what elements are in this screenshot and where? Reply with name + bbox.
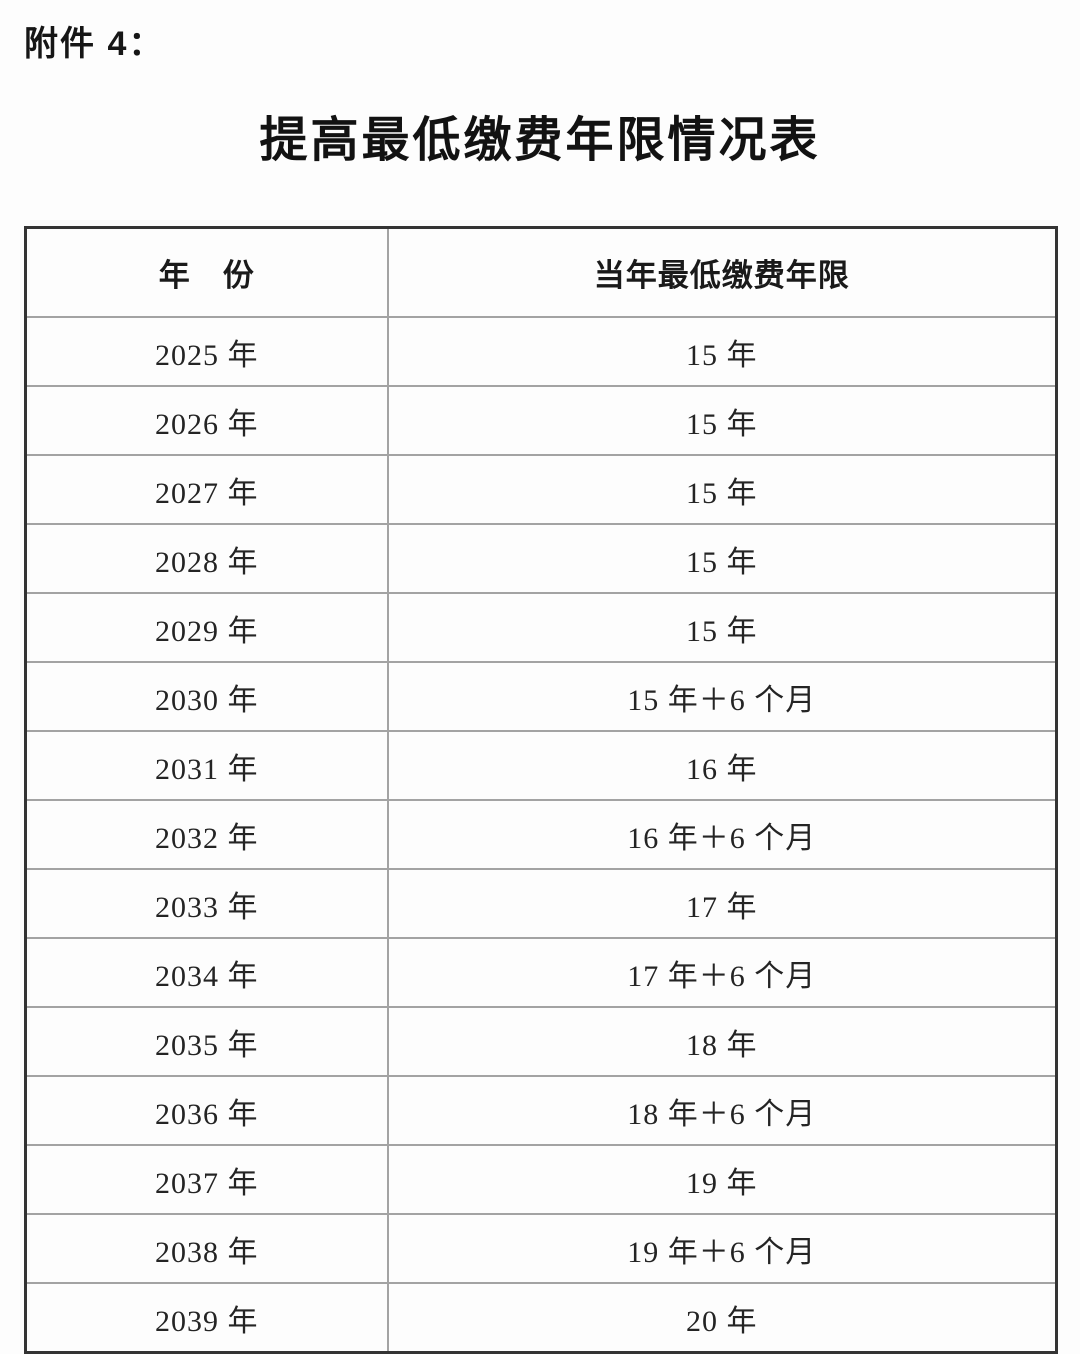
min-years-cell: 15 年 <box>386 454 1058 525</box>
attachment-label: 附件 4： <box>24 25 165 63</box>
min-years-cell: 18 年 <box>386 1006 1058 1077</box>
year-cell: 2029 年 <box>24 592 389 663</box>
column-header-min-years: 当年最低缴费年限 <box>386 226 1058 318</box>
table-row: 2034 年 17 年＋6 个月 <box>24 937 1058 1008</box>
year-cell: 2036 年 <box>24 1075 389 1146</box>
page-title: 提高最低缴费年限情况表 <box>259 114 821 167</box>
min-years-cell: 15 年 <box>386 316 1058 387</box>
column-header-year: 年 份 <box>24 226 389 318</box>
table-row: 2038 年 19 年＋6 个月 <box>24 1213 1058 1284</box>
table-row: 2036 年 18 年＋6 个月 <box>24 1075 1058 1146</box>
year-cell: 2028 年 <box>24 523 389 594</box>
min-years-cell: 15 年 <box>386 592 1058 663</box>
min-years-cell: 20 年 <box>386 1282 1058 1354</box>
table-row: 2027 年 15 年 <box>24 454 1058 525</box>
min-years-cell: 18 年＋6 个月 <box>386 1075 1058 1146</box>
min-years-cell: 15 年 <box>386 523 1058 594</box>
year-cell: 2038 年 <box>24 1213 389 1284</box>
year-cell: 2027 年 <box>24 454 389 525</box>
table-row: 2029 年 15 年 <box>24 592 1058 663</box>
year-cell: 2033 年 <box>24 868 389 939</box>
table-row: 2039 年 20 年 <box>24 1282 1058 1354</box>
year-cell: 2026 年 <box>24 385 389 456</box>
year-cell: 2031 年 <box>24 730 389 801</box>
table-row: 2028 年 15 年 <box>24 523 1058 594</box>
year-cell: 2025 年 <box>24 316 389 387</box>
year-cell: 2034 年 <box>24 937 389 1008</box>
min-years-cell: 16 年＋6 个月 <box>386 799 1058 870</box>
table-row: 2030 年 15 年＋6 个月 <box>24 661 1058 732</box>
year-cell: 2032 年 <box>24 799 389 870</box>
year-cell: 2030 年 <box>24 661 389 732</box>
year-cell: 2039 年 <box>24 1282 389 1354</box>
min-years-cell: 15 年 <box>386 385 1058 456</box>
table-row: 2037 年 19 年 <box>24 1144 1058 1215</box>
min-years-cell: 19 年＋6 个月 <box>386 1213 1058 1284</box>
year-cell: 2035 年 <box>24 1006 389 1077</box>
table-row: 2033 年 17 年 <box>24 868 1058 939</box>
min-years-cell: 19 年 <box>386 1144 1058 1215</box>
header-row: 年 份 当年最低缴费年限 <box>24 226 1058 318</box>
table-header: 年 份 当年最低缴费年限 <box>24 226 1058 318</box>
min-years-cell: 15 年＋6 个月 <box>386 661 1058 732</box>
min-years-cell: 17 年 <box>386 868 1058 939</box>
min-years-cell: 16 年 <box>386 730 1058 801</box>
table-row: 2032 年 16 年＋6 个月 <box>24 799 1058 870</box>
table-row: 2031 年 16 年 <box>24 730 1058 801</box>
min-years-cell: 17 年＋6 个月 <box>386 937 1058 1008</box>
year-cell: 2037 年 <box>24 1144 389 1215</box>
min-contribution-years-table: 年 份 当年最低缴费年限 2025 年 15 年 2026 年 15 年 202… <box>24 226 1058 1354</box>
table-row: 2035 年 18 年 <box>24 1006 1058 1077</box>
table-row: 2026 年 15 年 <box>24 385 1058 456</box>
table-body: 2025 年 15 年 2026 年 15 年 2027 年 15 年 2028… <box>24 316 1058 1354</box>
table-row: 2025 年 15 年 <box>24 316 1058 387</box>
